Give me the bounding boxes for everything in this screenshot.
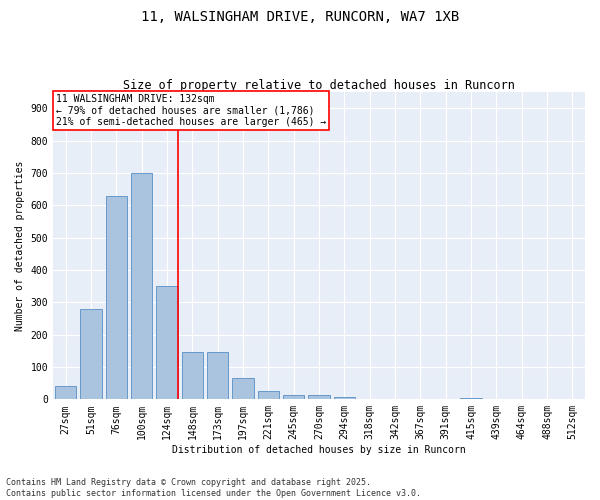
Bar — [207, 352, 229, 400]
Bar — [182, 352, 203, 400]
Bar — [460, 398, 482, 400]
Bar — [80, 309, 102, 400]
Bar — [232, 378, 254, 400]
Text: Contains HM Land Registry data © Crown copyright and database right 2025.
Contai: Contains HM Land Registry data © Crown c… — [6, 478, 421, 498]
Bar — [334, 396, 355, 400]
Bar — [308, 395, 330, 400]
Y-axis label: Number of detached properties: Number of detached properties — [15, 160, 25, 331]
X-axis label: Distribution of detached houses by size in Runcorn: Distribution of detached houses by size … — [172, 445, 466, 455]
Text: 11 WALSINGHAM DRIVE: 132sqm
← 79% of detached houses are smaller (1,786)
21% of : 11 WALSINGHAM DRIVE: 132sqm ← 79% of det… — [56, 94, 326, 126]
Bar — [131, 173, 152, 400]
Bar — [283, 395, 304, 400]
Bar — [156, 286, 178, 400]
Bar — [257, 391, 279, 400]
Bar — [106, 196, 127, 400]
Title: Size of property relative to detached houses in Runcorn: Size of property relative to detached ho… — [123, 79, 515, 92]
Bar — [55, 386, 76, 400]
Text: 11, WALSINGHAM DRIVE, RUNCORN, WA7 1XB: 11, WALSINGHAM DRIVE, RUNCORN, WA7 1XB — [141, 10, 459, 24]
